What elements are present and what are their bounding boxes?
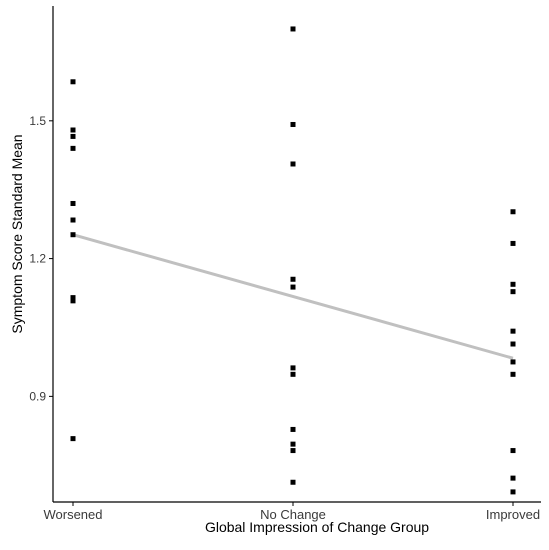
x-axis-title: Global Impression of Change Group <box>205 519 429 535</box>
data-point <box>290 284 296 290</box>
data-point <box>510 289 516 295</box>
data-point <box>70 133 76 139</box>
data-point <box>290 448 296 454</box>
data-point <box>290 441 296 447</box>
data-point <box>510 281 516 287</box>
data-point <box>510 328 516 334</box>
data-point <box>70 232 76 238</box>
y-ticks: 0.9 1.2 1.5 <box>29 114 53 403</box>
data-point <box>70 145 76 151</box>
data-point <box>70 217 76 223</box>
trend-line <box>72 233 514 360</box>
data-point <box>290 161 296 167</box>
points-layer <box>70 26 516 495</box>
y-tick-label: 1.5 <box>29 114 46 128</box>
data-point <box>510 489 516 495</box>
data-point <box>510 240 516 246</box>
y-axis-title: Symptom Score Standard Mean <box>9 134 25 333</box>
data-point <box>510 341 516 347</box>
data-point <box>510 475 516 481</box>
y-tick-label: 1.2 <box>29 252 46 266</box>
data-point <box>510 371 516 377</box>
data-point <box>510 448 516 454</box>
y-tick-label: 0.9 <box>29 389 46 403</box>
data-point <box>70 298 76 304</box>
data-point <box>290 276 296 282</box>
data-point <box>290 121 296 127</box>
data-point <box>290 426 296 432</box>
data-point <box>290 479 296 485</box>
data-point <box>70 79 76 85</box>
x-tick-label: Improved <box>486 507 540 522</box>
trend-layer <box>72 233 514 360</box>
data-point <box>290 26 296 32</box>
data-point <box>290 365 296 371</box>
data-point <box>290 371 296 377</box>
data-point <box>510 359 516 365</box>
data-point <box>70 200 76 206</box>
x-ticks: Worsened No Change Improved <box>43 502 540 522</box>
data-point <box>510 209 516 215</box>
data-point <box>70 295 76 301</box>
data-point <box>70 436 76 442</box>
data-point <box>70 127 76 133</box>
x-tick-label: Worsened <box>43 507 102 522</box>
x-tick-label: No Change <box>260 507 326 522</box>
